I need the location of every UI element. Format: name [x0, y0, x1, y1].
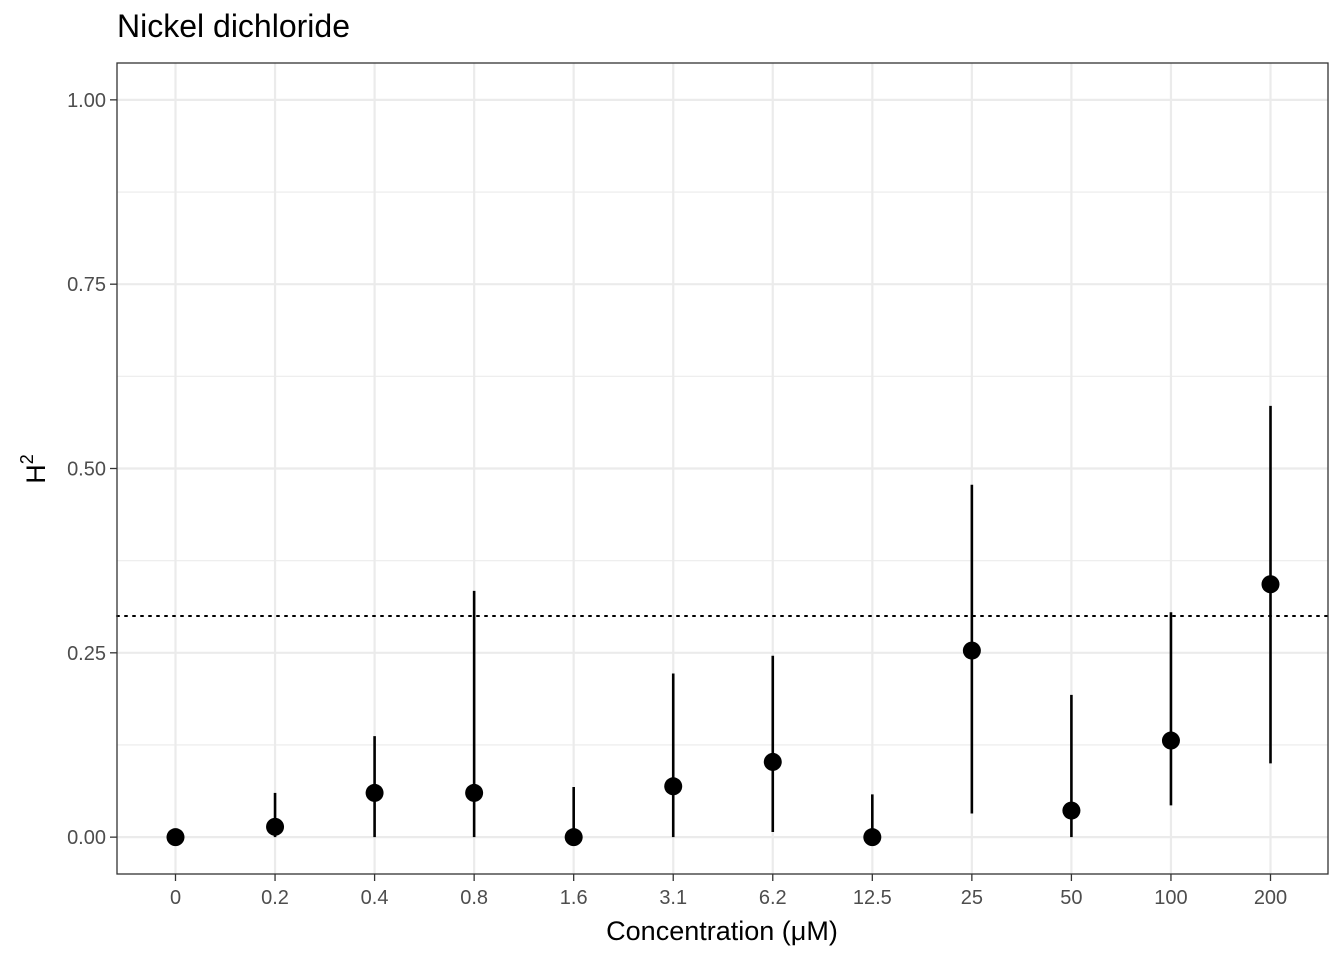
x-axis-ticks: 0 0.2 0.4 0.8 1.6 3.1 6.2 12.5 25 50 100 200: [170, 874, 1287, 909]
x-tick-label: 25: [961, 887, 983, 909]
chart-title: Nickel dichloride: [117, 8, 350, 44]
x-tick-label: 50: [1060, 887, 1082, 909]
x-tick-label: 200: [1254, 887, 1287, 909]
grid-lines: [117, 63, 1328, 874]
data-point: [1161, 731, 1180, 750]
x-axis-title: Concentration (μM): [606, 916, 838, 946]
data-point: [863, 828, 882, 847]
x-tick-label: 0.2: [261, 887, 289, 909]
data-point: [1062, 801, 1081, 820]
data-point: [166, 828, 185, 847]
x-tick-label: 0.4: [361, 887, 389, 909]
data-point: [365, 783, 384, 802]
x-tick-label: 12.5: [853, 887, 892, 909]
data-point: [564, 828, 583, 847]
x-tick-label: 0: [170, 887, 181, 909]
y-tick-label: 0.25: [67, 643, 106, 665]
y-tick-label: 0.00: [67, 827, 106, 849]
x-tick-label: 3.1: [659, 887, 687, 909]
data-point: [763, 752, 782, 771]
y-tick-label: 0.75: [67, 274, 106, 296]
y-axis-title-superscript: 2: [17, 454, 37, 464]
x-tick-label: 0.8: [460, 887, 488, 909]
x-tick-label: 100: [1154, 887, 1187, 909]
data-point: [1261, 575, 1280, 594]
data-points: [166, 575, 1280, 847]
y-axis-title: H2: [17, 454, 51, 484]
y-tick-label: 0.50: [67, 459, 106, 481]
y-axis-ticks: 0.00 0.25 0.50 0.75 1.00: [67, 90, 117, 849]
y-axis-title-base: H: [21, 464, 51, 484]
x-tick-label: 6.2: [759, 887, 787, 909]
y-tick-label: 1.00: [67, 90, 106, 112]
data-point: [962, 641, 981, 660]
x-tick-label: 1.6: [560, 887, 588, 909]
data-point: [465, 783, 484, 802]
data-point: [664, 777, 683, 796]
data-point: [266, 817, 285, 836]
